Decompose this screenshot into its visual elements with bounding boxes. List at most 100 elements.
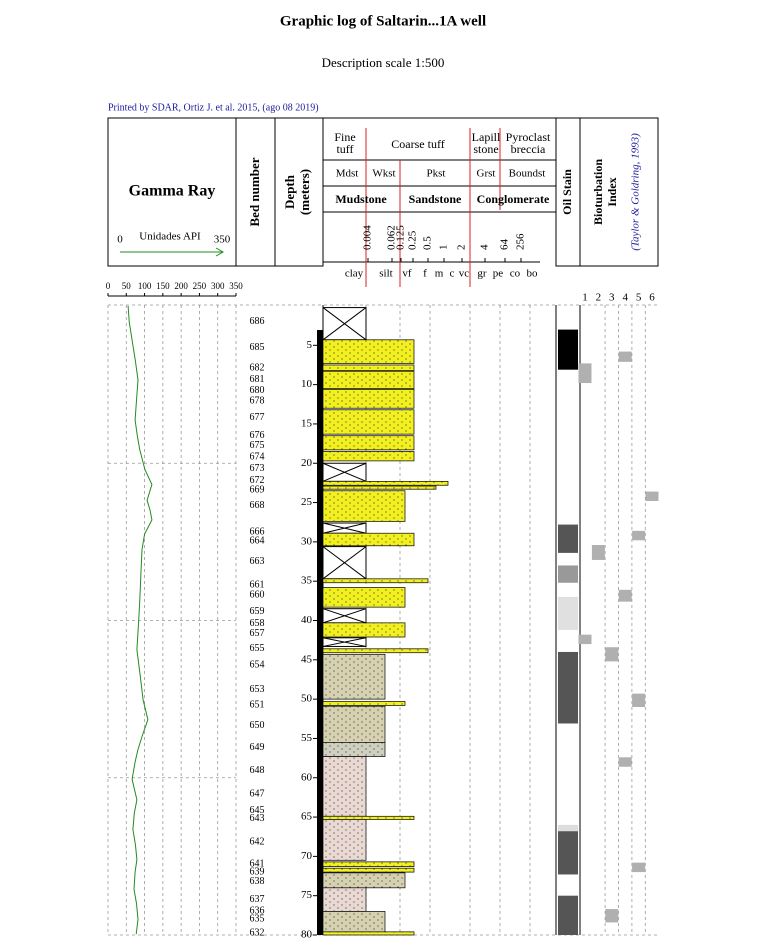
bio-tick-label: 5 (636, 292, 642, 304)
oil-stain (558, 895, 578, 935)
bed-number: 641 (250, 859, 265, 870)
grain-size-label: 0.062 (386, 225, 398, 250)
covered-cross (322, 307, 367, 341)
grain-size-label: 4 (479, 244, 491, 250)
bed-number: 650 (250, 720, 265, 731)
texture-class: Grst (477, 168, 496, 180)
rock-class: Sandstone (409, 192, 462, 206)
bed-number: 672 (250, 475, 265, 486)
grain-size-label: 256 (515, 233, 527, 250)
covered-cross (322, 522, 367, 534)
grain-class-label: m (435, 268, 444, 280)
bed-pattern (323, 701, 405, 706)
bed-number: 657 (250, 628, 265, 639)
texture-class: Wkst (372, 168, 395, 180)
bed-number: 643 (250, 813, 265, 824)
rock-class: Conglomerate (477, 192, 550, 206)
bed-number: 669 (250, 484, 265, 495)
grain-class-label: vf (402, 268, 412, 280)
bed-number: 632 (250, 928, 265, 939)
grain-class-label: clay (345, 268, 364, 280)
bed-pattern (323, 887, 366, 912)
grain-class-label: silt (379, 268, 392, 280)
bed-number: 666 (250, 527, 265, 538)
depth-tick-label: 80 (301, 929, 313, 941)
bed-pattern (323, 819, 366, 861)
depth-tick-label: 45 (301, 653, 313, 665)
bio-tick-label: 1 (582, 292, 588, 304)
credit: Printed by SDAR, Ortiz J. et al. 2015, (… (108, 102, 319, 113)
bed-number: 663 (250, 556, 265, 567)
bed-number: 637 (250, 894, 265, 905)
bed-number: 653 (250, 684, 265, 695)
bed-number: 654 (250, 660, 265, 671)
gamma-tick-label: 100 (138, 281, 152, 291)
lith-class: stone (473, 142, 498, 156)
grain-class-label: vc (459, 268, 470, 280)
lith-class: tuff (336, 142, 353, 156)
title: Graphic log of Saltarin...1A well (280, 13, 486, 29)
bed-pattern (323, 533, 414, 546)
bed-pattern (323, 486, 436, 490)
bed-number: 664 (250, 535, 265, 546)
oil-stain (558, 824, 578, 832)
bed-pattern (323, 931, 414, 935)
bed-number: 651 (250, 700, 265, 711)
bed-number: 682 (250, 362, 265, 373)
bed-pattern (323, 868, 414, 873)
gamma-arrowhead (215, 247, 225, 257)
texture-class: Boundst (509, 168, 546, 180)
gamma-min: 0 (117, 234, 123, 246)
bed-pattern (323, 578, 428, 583)
bed-pattern (323, 911, 385, 932)
bed-number: 678 (250, 395, 265, 406)
texture-class: Pkst (427, 168, 446, 180)
bed-number: 677 (250, 412, 265, 423)
lith-class: breccia (511, 142, 546, 156)
grain-class-label: bo (527, 268, 539, 280)
bed-number: 638 (250, 876, 265, 887)
depth-tick-label: 15 (301, 417, 313, 429)
oil-stain (558, 524, 578, 553)
bed-number: 660 (250, 590, 265, 601)
depth-header: (meters) (297, 169, 312, 215)
bed-pattern (323, 742, 385, 757)
grain-class-label: gr (477, 268, 487, 280)
grain-size-label: 64 (499, 239, 511, 251)
bio-header: Index (605, 177, 619, 206)
bed-number: 675 (250, 440, 265, 451)
gamma-tick-label: 200 (174, 281, 188, 291)
grain-size-label: 0.5 (422, 236, 434, 250)
oil-stain (558, 596, 578, 630)
bed-pattern (323, 481, 448, 486)
bed-pattern (323, 872, 405, 888)
covered-cross (322, 637, 367, 647)
bio-tick-label: 2 (596, 292, 602, 304)
depth-tick-label: 20 (301, 457, 313, 469)
bed-pattern (323, 816, 414, 820)
bed-pattern (323, 435, 414, 450)
covered-cross (322, 462, 367, 482)
bed-pattern (323, 371, 414, 389)
bed-number: 645 (250, 805, 265, 816)
oil-stain (558, 565, 578, 583)
grain-class-label: pe (493, 268, 504, 280)
bed-pattern (323, 451, 414, 461)
lith-class: Lapill (472, 130, 501, 144)
bed-number: 635 (250, 914, 265, 925)
bed-number: 658 (250, 618, 265, 629)
gamma-tick-label: 50 (122, 281, 132, 291)
oil-stain (558, 831, 578, 875)
bioturbation (618, 589, 632, 602)
depth-tick-label: 30 (301, 535, 313, 547)
bioturbation (632, 693, 646, 707)
bed-number: 649 (250, 742, 265, 753)
bed-number: 686 (250, 316, 265, 327)
gamma-unit: Unidades API (139, 231, 201, 243)
depth-tick-label: 65 (301, 811, 313, 823)
bed-header: Bed number (247, 157, 262, 226)
depth-tick-label: 35 (301, 575, 313, 587)
bed-number: 661 (250, 579, 265, 590)
rock-class: Mudstone (335, 192, 387, 206)
depth-header: Depth (282, 174, 297, 209)
